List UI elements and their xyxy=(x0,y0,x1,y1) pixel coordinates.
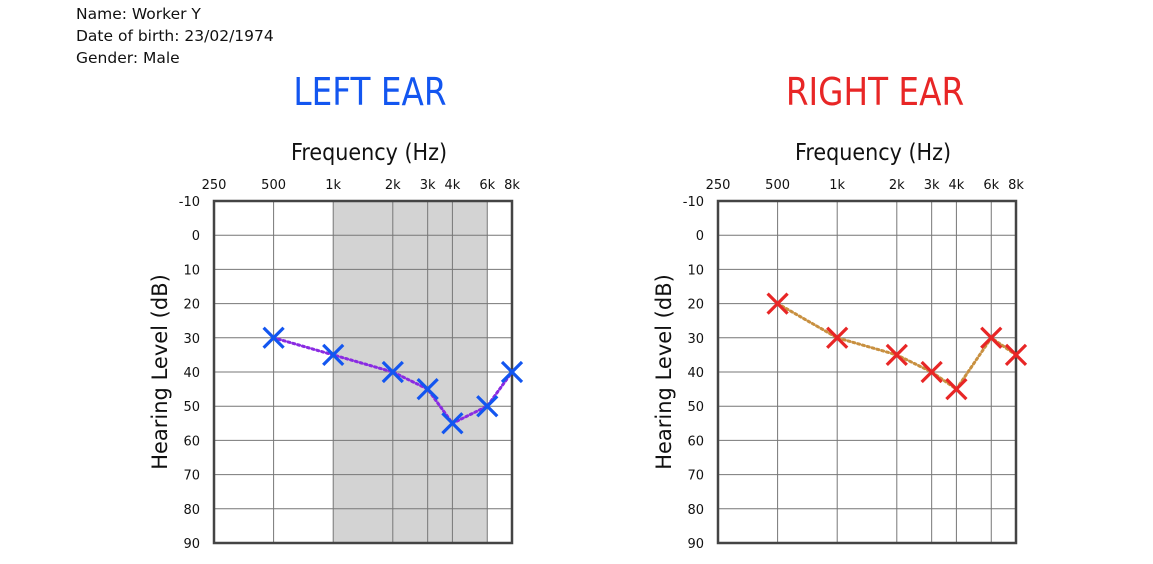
left-marker-stroke xyxy=(416,377,439,401)
right-data-point-x-marker xyxy=(980,326,1003,349)
left-marker-stroke xyxy=(322,343,345,367)
right-y-tick-label: 40 xyxy=(687,366,704,381)
left-y-tick-label: 80 xyxy=(183,503,200,518)
left-x-tick-label: 1k xyxy=(325,178,341,193)
patient-gender: Gender: Male xyxy=(76,49,180,67)
left-ear-audiogram: 250 500 1k 2k 3k 4k 6k 8k -10 0 10 20 30 40 50 60 70 80 90… xyxy=(148,140,524,552)
left-x-tick-label: 6k xyxy=(479,178,495,193)
right-x-tick-label: 6k xyxy=(983,178,999,193)
patient-info: Name: Worker Y Date of birth: 23/02/1974… xyxy=(76,3,274,69)
right-y-tick-label: 30 xyxy=(687,332,704,347)
left-marker-stroke xyxy=(441,412,464,435)
right-plot-frame xyxy=(716,199,1018,545)
right-ear-audiogram: 250 500 1k 2k 3k 4k 6k 8k -10 0 10 20 30 40 50 60 70 80 90… xyxy=(652,140,1028,552)
left-marker-stroke xyxy=(500,360,524,384)
patient-dob: Date of birth: 23/02/1974 xyxy=(76,27,274,45)
right-x-tick-label: 1k xyxy=(829,178,845,193)
right-x-tick-label: 4k xyxy=(948,178,964,193)
left-x-tick-label: 250 xyxy=(202,178,227,193)
right-data-point-x-marker xyxy=(945,377,968,401)
right-y-tick-label: 80 xyxy=(687,503,704,518)
right-y-tick-label: 10 xyxy=(687,263,704,278)
right-y-tick-label: -10 xyxy=(683,195,704,210)
right-marker-stroke xyxy=(1004,343,1028,367)
left-x-tick-label: 2k xyxy=(385,178,401,193)
right-y-tick-label: 50 xyxy=(687,400,704,415)
right-data-point-x-marker xyxy=(1004,343,1028,367)
left-y-tick-label: 60 xyxy=(183,434,200,449)
right-data-point-x-marker xyxy=(885,343,908,367)
right-data-point-x-marker xyxy=(826,326,849,349)
right-y-tick-label: 20 xyxy=(687,298,704,313)
right-y-tick-label: 0 xyxy=(696,229,704,244)
right-marker-stroke xyxy=(945,377,968,401)
left-y-tick-label: -10 xyxy=(179,195,200,210)
right-x-tick-label: 500 xyxy=(765,178,790,193)
left-x-tick-label: 8k xyxy=(504,178,520,193)
left-marker-stroke xyxy=(381,360,404,384)
left-data-point-x-marker xyxy=(262,326,285,349)
right-x-axis-title: Frequency (Hz) xyxy=(795,140,951,166)
left-y-tick-label: 40 xyxy=(183,366,200,381)
left-y-tick-label: 50 xyxy=(183,400,200,415)
left-y-tick-label: 20 xyxy=(183,298,200,313)
right-x-tick-label: 250 xyxy=(706,178,731,193)
left-data-point-x-marker xyxy=(416,377,439,401)
left-x-axis-title: Frequency (Hz) xyxy=(291,140,447,166)
right-y-tick-label: 70 xyxy=(687,469,704,484)
right-x-tick-label: 8k xyxy=(1008,178,1024,193)
left-data-point-x-marker xyxy=(322,343,345,367)
left-data-point-x-marker xyxy=(381,360,404,384)
left-y-axis-title: Hearing Level (dB) xyxy=(148,274,172,470)
left-x-tick-label: 4k xyxy=(444,178,460,193)
patient-name: Name: Worker Y xyxy=(76,5,201,23)
left-y-tick-label: 70 xyxy=(183,469,200,484)
right-marker-stroke xyxy=(826,326,849,349)
right-y-axis-title: Hearing Level (dB) xyxy=(652,274,676,470)
right-y-tick-label: 60 xyxy=(687,434,704,449)
right-ear-title: RIGHT EAR xyxy=(785,70,965,114)
left-y-tick-label: 30 xyxy=(183,332,200,347)
right-data-point-x-marker xyxy=(766,292,789,315)
right-marker-stroke xyxy=(980,326,1003,349)
left-ear-title: LEFT EAR xyxy=(293,70,447,114)
right-marker-stroke xyxy=(885,343,908,367)
left-x-tick-label: 500 xyxy=(261,178,286,193)
left-data-point-x-marker xyxy=(500,360,524,384)
right-marker-stroke xyxy=(766,292,789,315)
left-data-point-x-marker xyxy=(441,412,464,435)
left-marker-stroke xyxy=(262,326,285,349)
left-x-tick-label: 3k xyxy=(420,178,436,193)
right-marker-stroke xyxy=(920,360,943,384)
right-data-point-x-marker xyxy=(920,360,943,384)
left-y-tick-label: 10 xyxy=(183,263,200,278)
left-y-tick-label: 90 xyxy=(183,537,200,552)
right-x-tick-label: 2k xyxy=(889,178,905,193)
left-marker-stroke xyxy=(476,395,499,418)
left-y-tick-label: 0 xyxy=(192,229,200,244)
right-y-tick-label: 90 xyxy=(687,537,704,552)
right-x-tick-label: 3k xyxy=(924,178,940,193)
left-data-point-x-marker xyxy=(476,395,499,418)
